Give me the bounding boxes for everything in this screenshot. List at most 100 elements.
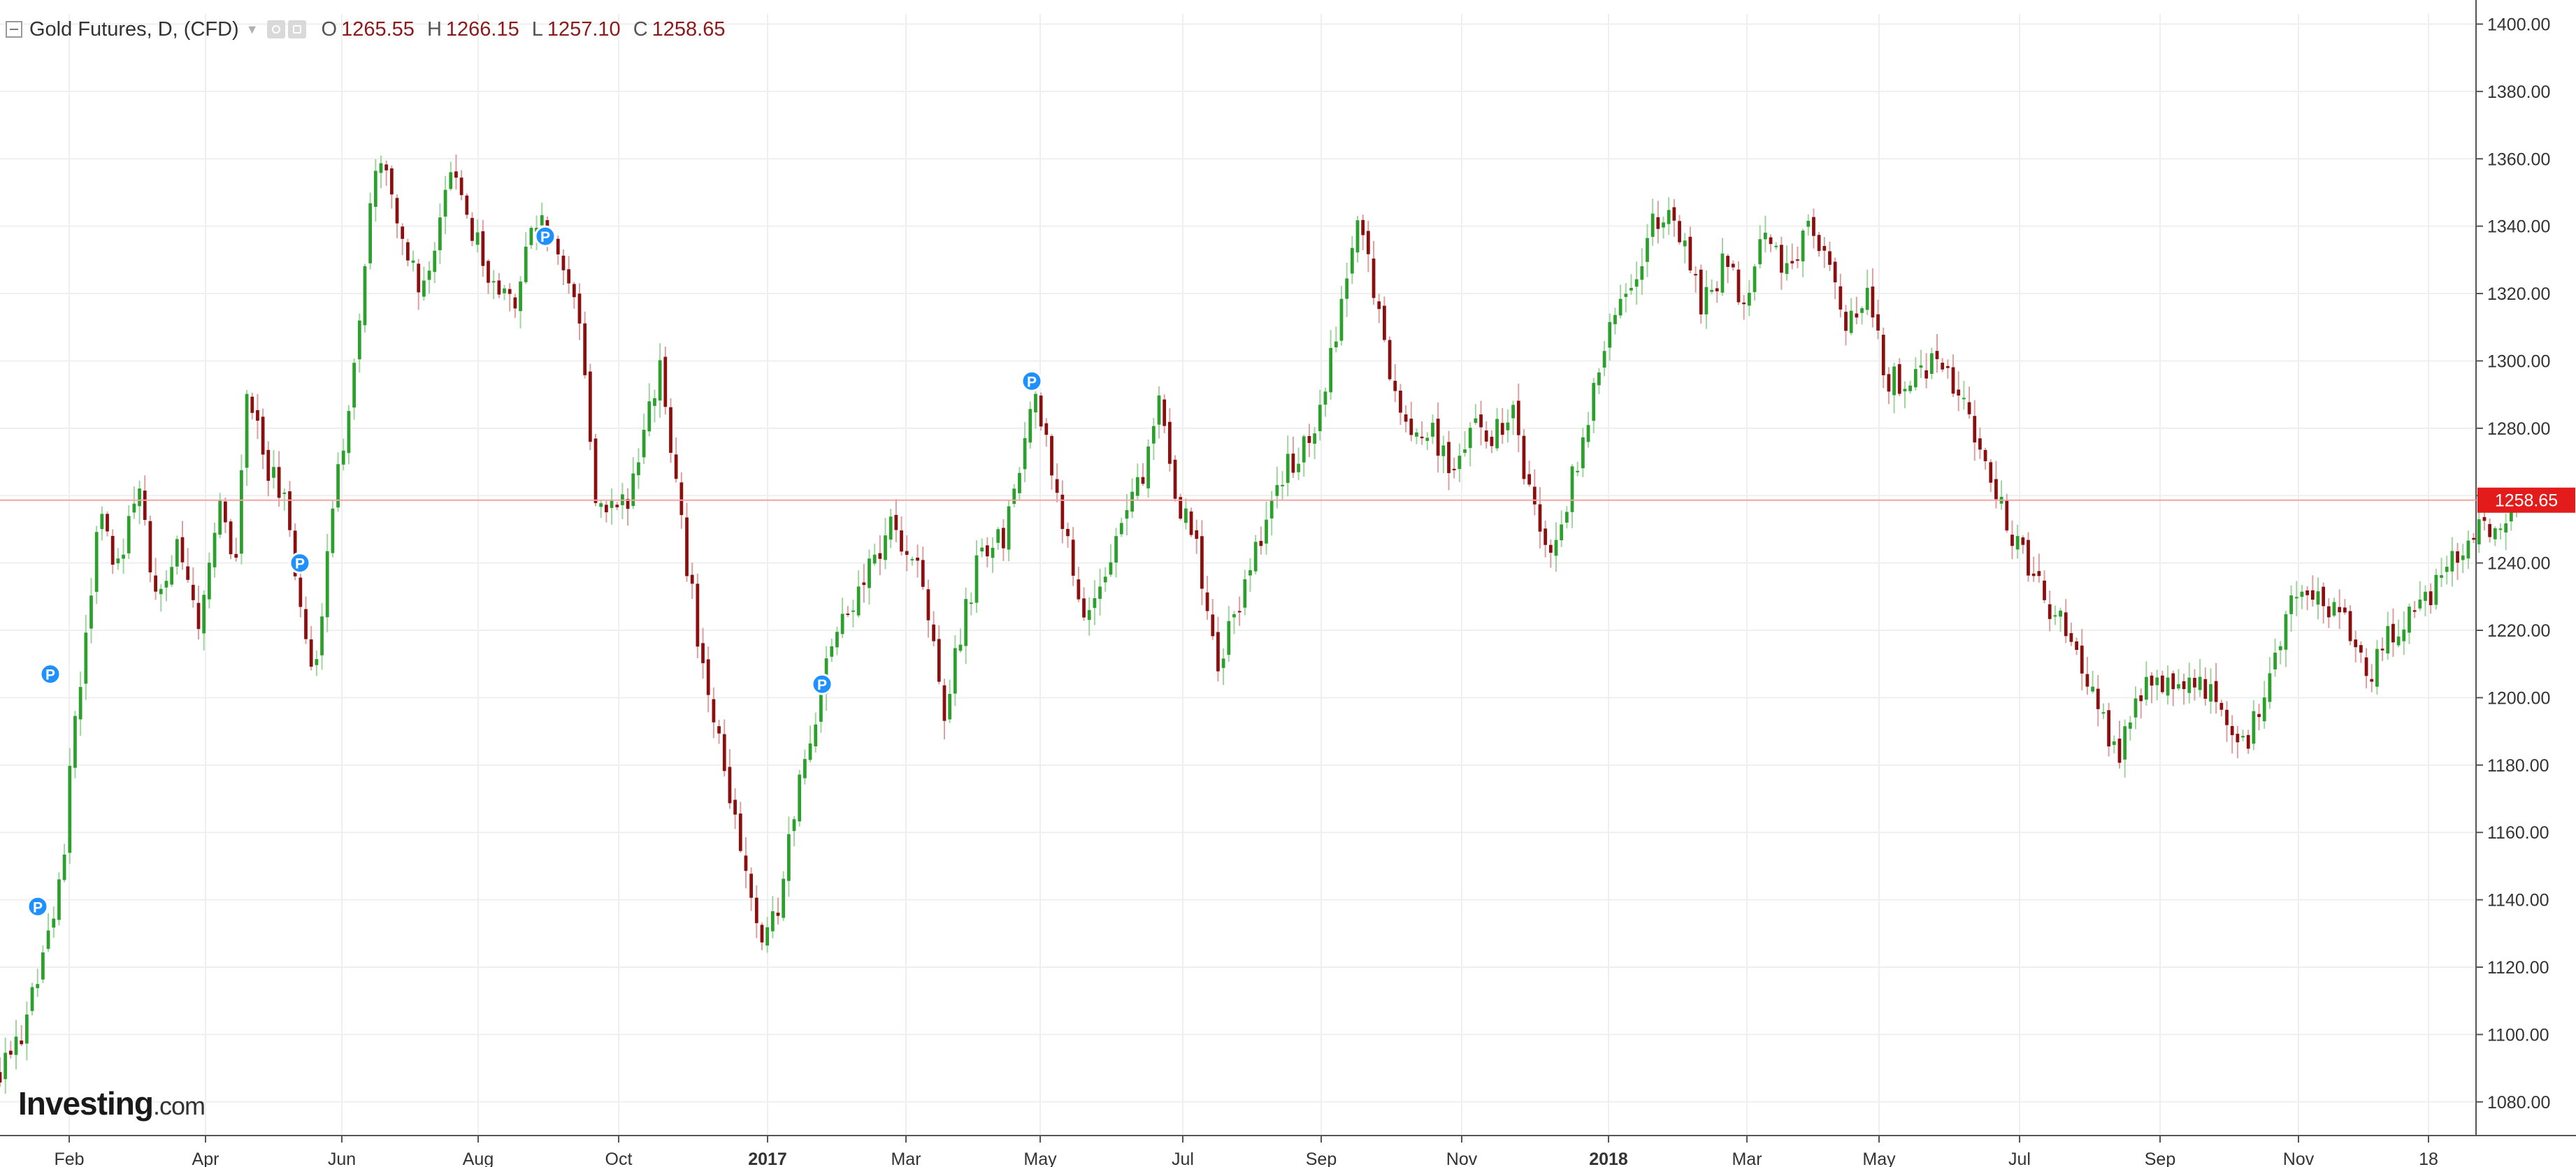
candle-up [2262, 697, 2266, 722]
event-marker-circle[interactable] [534, 225, 556, 247]
candle-down [1828, 251, 1832, 265]
candle-down [2305, 590, 2310, 595]
candle-up [1243, 579, 1247, 608]
candle-down [932, 624, 935, 642]
candle-down [926, 589, 930, 621]
collapse-toggle-icon[interactable] [6, 21, 22, 38]
candle-down [744, 855, 748, 871]
candle-down [722, 734, 726, 771]
candle-down [196, 602, 201, 630]
event-marker[interactable]: P [1021, 370, 1043, 392]
candle-up [379, 163, 383, 173]
x-tick-label: 2018 [1589, 1150, 1628, 1167]
candle-down [1291, 454, 1295, 473]
event-marker[interactable]: P [534, 225, 556, 247]
x-tick-label: 2017 [748, 1150, 787, 1167]
candle-up [315, 659, 319, 665]
candle-up [964, 599, 968, 646]
candle-down [1924, 370, 1929, 379]
candle-up [2198, 676, 2202, 690]
candle-down [2096, 688, 2100, 709]
candle-down [1307, 435, 1311, 443]
event-marker-label[interactable]: P [817, 677, 827, 693]
candle-down [1715, 288, 1719, 291]
candle-down [900, 530, 903, 552]
candle-down [567, 269, 571, 284]
candle-down [1039, 396, 1043, 427]
candle-down [1211, 614, 1215, 637]
candle-up [1297, 463, 1300, 472]
candle-up [2434, 574, 2438, 605]
candle-down [1141, 477, 1145, 484]
event-marker-circle[interactable] [289, 552, 311, 574]
candle-up [835, 632, 839, 648]
candle-up [1012, 488, 1016, 505]
candle-up [1415, 432, 1418, 437]
open-label: O [321, 17, 338, 41]
x-tick-label: Sep [1306, 1150, 1337, 1167]
candle-up [1093, 597, 1097, 608]
candle-down [1736, 269, 1741, 303]
candle-up [1962, 398, 1966, 400]
candle-up [1581, 437, 1585, 469]
candle-up [336, 464, 340, 508]
visibility-icon[interactable] [266, 20, 285, 38]
event-marker-label[interactable]: P [1027, 374, 1037, 390]
symbol-title[interactable]: Gold Futures, D, (CFD) [29, 17, 239, 41]
candle-up [653, 398, 656, 406]
event-marker-label[interactable]: P [45, 667, 55, 683]
candle-down [384, 164, 389, 171]
settings-icon[interactable] [287, 20, 306, 38]
event-marker[interactable]: P [39, 663, 62, 686]
candle-up [1753, 266, 1757, 292]
candle-down [2075, 641, 2078, 650]
candle-down [2010, 535, 2014, 546]
candle-up [868, 558, 871, 588]
candle-up [62, 854, 66, 880]
event-marker-circle[interactable] [39, 663, 62, 686]
candle-up [2187, 677, 2192, 693]
y-tick-label: 1380.00 [2487, 82, 2550, 102]
candle-down [663, 356, 668, 407]
candle-up [2101, 712, 2106, 714]
candle-down [2069, 632, 2073, 642]
candle-down [224, 501, 227, 523]
event-marker-circle[interactable] [811, 673, 833, 695]
event-marker[interactable]: P [27, 895, 49, 918]
candle-down [1404, 414, 1408, 422]
candle-up [245, 393, 249, 468]
candle-up [218, 500, 222, 535]
event-marker[interactable]: P [811, 673, 833, 695]
candle-up [1313, 433, 1316, 444]
event-marker-circle[interactable] [27, 895, 49, 918]
candle-up [1281, 484, 1284, 486]
candle-up [73, 716, 77, 768]
dropdown-caret-icon[interactable]: ▼ [245, 22, 259, 36]
candle-down [561, 255, 566, 270]
candle-up [411, 260, 415, 263]
event-marker-label[interactable]: P [33, 899, 43, 915]
candle-up [1109, 562, 1113, 575]
event-marker-label[interactable]: P [540, 229, 550, 245]
candle-down [604, 505, 608, 513]
candle-down [593, 438, 598, 503]
candle-down [1790, 261, 1794, 263]
candle-up [1114, 536, 1118, 563]
event-marker-circle[interactable] [1021, 370, 1043, 392]
candle-up [2209, 684, 2212, 702]
candle-up [1597, 372, 1601, 386]
candle-down [2027, 539, 2030, 576]
candle-down [1002, 528, 1005, 549]
candle-down [1490, 437, 1494, 447]
event-marker-label[interactable]: P [295, 556, 305, 572]
candle-up [540, 215, 544, 226]
event-marker[interactable]: P [289, 552, 311, 574]
candle-up [1275, 485, 1279, 496]
candle-up [1774, 245, 1778, 247]
candle-down [2348, 611, 2352, 642]
candle-up [373, 171, 377, 207]
candle-up [1458, 456, 1462, 470]
candle-up [1302, 436, 1306, 463]
